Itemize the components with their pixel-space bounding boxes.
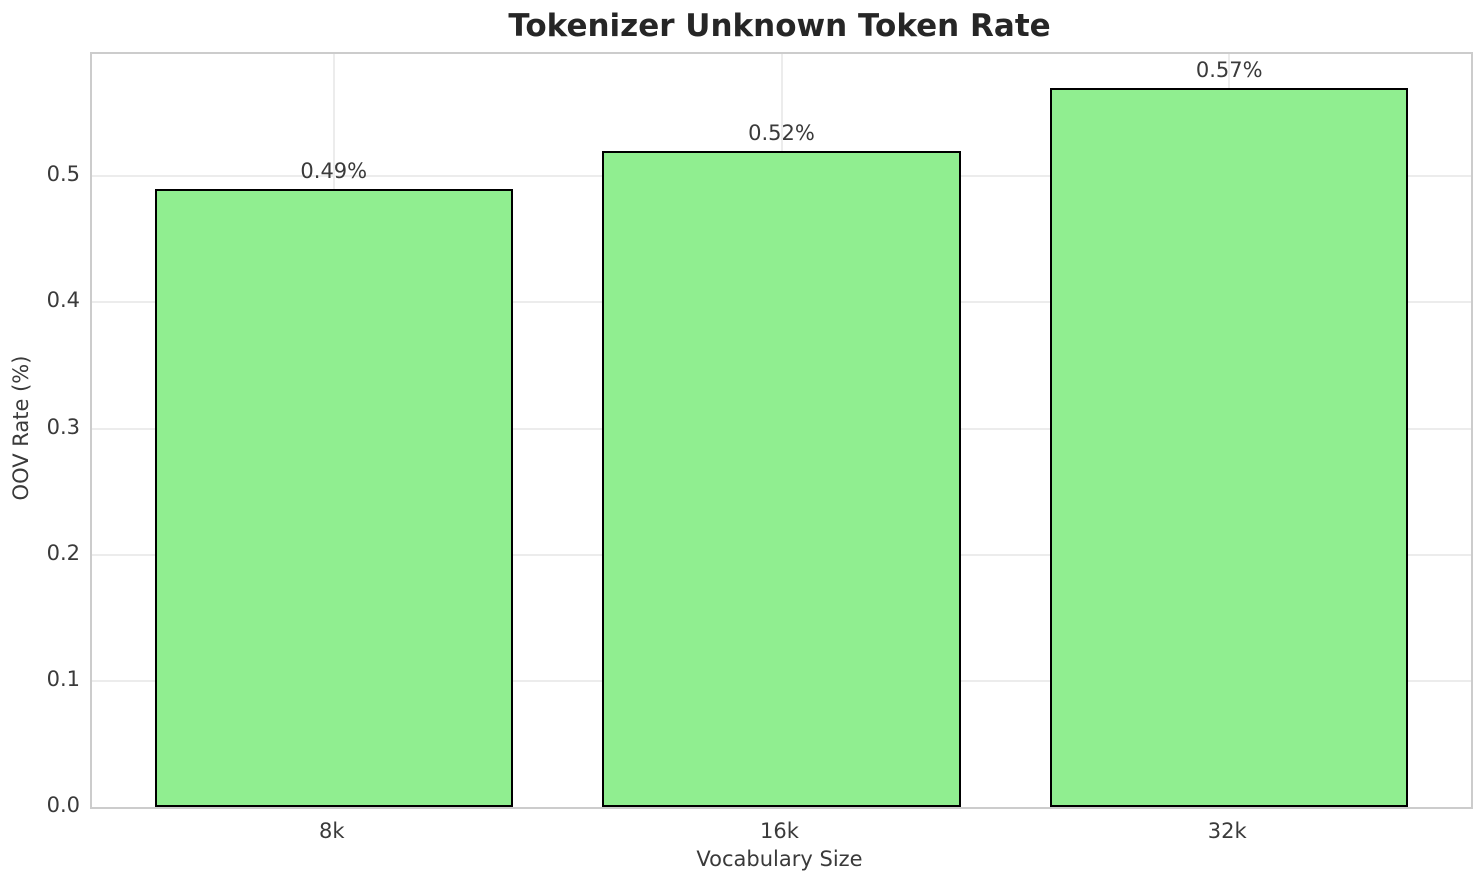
bar-value-label: 0.52% — [748, 121, 815, 146]
bar — [154, 188, 513, 807]
x-axis-label: Vocabulary Size — [696, 847, 863, 871]
bar — [1050, 88, 1409, 807]
bar-value-label: 0.57% — [1195, 58, 1263, 83]
y-tick-label: 0.2 — [46, 540, 80, 565]
x-tick-label: 32k — [1207, 819, 1247, 843]
plot-area: 0.49% 0.52% 0.57% — [90, 52, 1473, 809]
bar — [602, 151, 961, 807]
y-tick-label: 0.4 — [46, 288, 80, 313]
y-tick-label: 0.1 — [46, 666, 80, 691]
y-tick-label: 0.3 — [46, 414, 80, 439]
x-tick-label: 8k — [319, 819, 345, 843]
y-tick-label: 0.0 — [46, 793, 80, 817]
chart-title: Tokenizer Unknown Token Rate — [508, 8, 1051, 44]
y-tick-label: 0.5 — [46, 162, 80, 187]
bar-value-label: 0.49% — [300, 158, 368, 183]
x-tick-label: 16k — [760, 819, 799, 843]
